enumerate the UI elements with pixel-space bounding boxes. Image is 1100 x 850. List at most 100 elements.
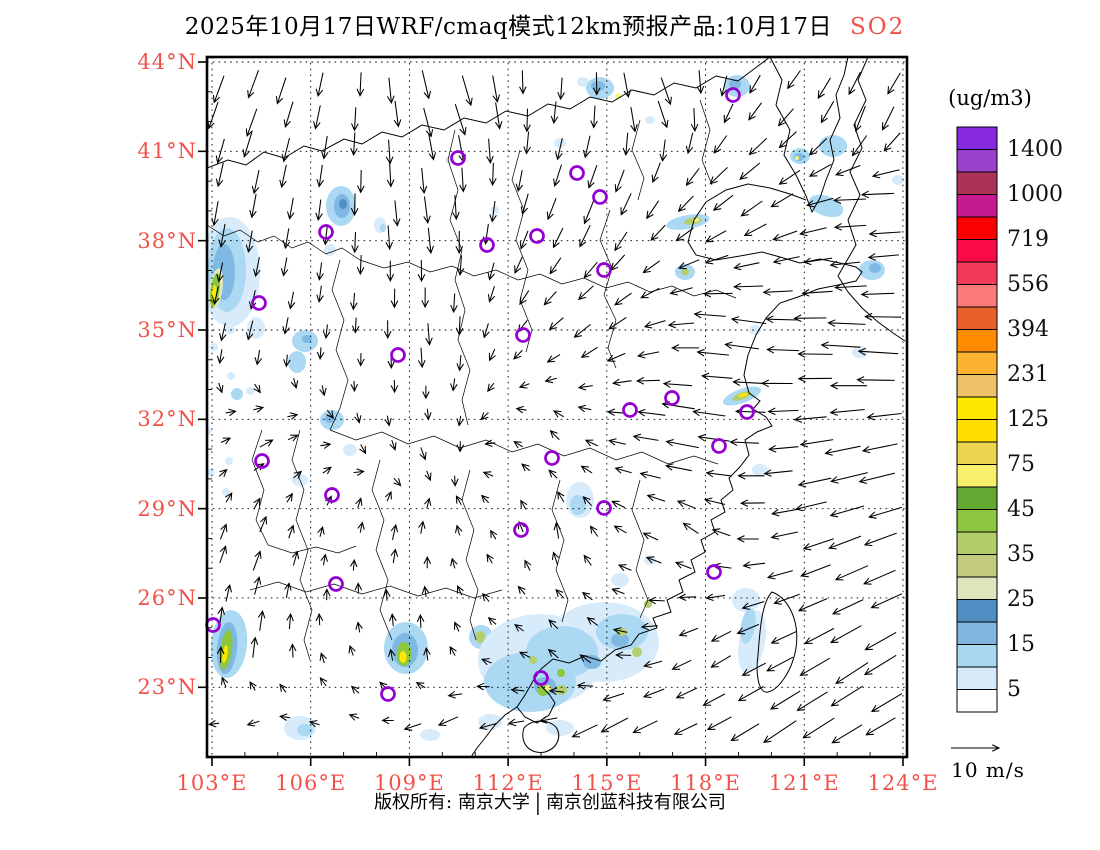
so2-patch xyxy=(570,495,586,515)
so2-patch xyxy=(343,444,357,456)
wind-arrow xyxy=(766,656,794,672)
wind-arrow xyxy=(423,647,431,661)
wind-arrow xyxy=(426,227,434,255)
wind-arrow xyxy=(348,713,360,721)
wind-arrow xyxy=(610,254,626,271)
wind-arrow xyxy=(351,317,360,334)
wind-arrow xyxy=(767,407,799,416)
wind-arrow xyxy=(622,132,631,156)
wind-arrow xyxy=(519,290,530,306)
lon-axis-label: 109°E xyxy=(373,771,445,795)
wind-arrow xyxy=(702,693,726,706)
wind-arrow xyxy=(710,630,732,642)
wind-arrow xyxy=(356,72,365,97)
wind-arrow xyxy=(316,347,325,360)
colorbar-cell xyxy=(956,621,998,645)
wind-arrow xyxy=(546,197,557,221)
wind-arrow xyxy=(320,553,329,566)
wind-arrow xyxy=(492,75,501,103)
wind-arrow xyxy=(553,164,563,188)
wind-arrow xyxy=(250,636,259,658)
so2-patch xyxy=(577,77,589,87)
wind-arrow xyxy=(606,408,626,417)
colorbar xyxy=(956,126,998,713)
wind-arrow xyxy=(777,108,794,127)
wind-arrow xyxy=(796,691,828,712)
colorbar-value-label: 1400 xyxy=(1007,136,1063,162)
wind-arrow xyxy=(317,525,325,537)
station-marker xyxy=(592,189,608,205)
colorbar-cell xyxy=(956,126,998,150)
wind-arrow xyxy=(662,380,693,388)
wind-arrow xyxy=(606,352,626,362)
wind-arrow xyxy=(623,72,632,99)
title-text: 2025年10月17日WRF/cmaq模式12km预报产品:10月17日 xyxy=(184,14,832,40)
so2-patch xyxy=(339,199,347,209)
copyright-footer: 版权所有: 南京大学 | 南京创蓝科技有限公司 xyxy=(0,788,1100,815)
wind-arrow xyxy=(613,525,627,534)
colorbar-cell xyxy=(956,599,998,623)
wind-arrow xyxy=(450,557,458,569)
wind-arrow xyxy=(824,445,861,456)
wind-arrow xyxy=(797,374,832,383)
wind-arrow xyxy=(455,230,464,255)
wind-arrow xyxy=(544,375,557,384)
wind-arrow xyxy=(857,347,899,356)
wind-arrow xyxy=(719,75,728,97)
province-border xyxy=(631,479,649,619)
wind-arrow xyxy=(384,490,392,502)
wind-arrow xyxy=(219,545,228,564)
wind-arrow xyxy=(322,224,330,246)
wind-arrow xyxy=(249,680,257,691)
wind-arrow xyxy=(685,132,694,155)
so2-patch xyxy=(399,651,407,663)
wind-arrow xyxy=(828,535,862,550)
wind-arrow xyxy=(748,138,768,156)
wind-arrow xyxy=(417,347,426,369)
wind-arrow xyxy=(632,433,659,442)
wind-arrow xyxy=(293,470,303,479)
wind-arrow xyxy=(768,444,799,453)
station-marker xyxy=(513,522,529,538)
wind-arrow xyxy=(733,262,760,271)
station-marker xyxy=(318,224,334,240)
so2-patch xyxy=(247,317,265,339)
colorbar-value-label: 35 xyxy=(1007,541,1035,567)
wind-arrow xyxy=(513,440,523,449)
wind-arrow xyxy=(858,472,896,484)
wind-arrow xyxy=(388,613,397,627)
lat-axis-label: 29°N xyxy=(137,496,197,521)
coastline xyxy=(207,57,771,169)
wind-arrow xyxy=(487,617,497,625)
wind-arrow xyxy=(355,621,363,633)
wind-arrow xyxy=(696,70,705,95)
wind-arrow xyxy=(660,77,672,106)
wind-arrow xyxy=(615,651,632,659)
wind-arrow xyxy=(521,463,531,472)
wind-arrow xyxy=(611,500,626,509)
lat-axis-label: 35°N xyxy=(137,317,197,342)
wind-arrow xyxy=(657,100,669,129)
wind-arrow xyxy=(643,660,663,669)
wind-arrow xyxy=(281,137,291,163)
wind-arrow xyxy=(770,193,794,208)
wind-arrow xyxy=(808,138,828,156)
coastline xyxy=(470,706,518,757)
wind-arrow xyxy=(216,646,225,663)
colorbar-cell xyxy=(956,194,998,218)
wind-arrow xyxy=(797,598,828,612)
wind-arrow xyxy=(579,654,592,664)
wind-arrow xyxy=(384,415,392,427)
station-marker xyxy=(711,438,727,454)
wind-arrow xyxy=(770,531,798,540)
lat-axis-label: 38°N xyxy=(137,228,197,253)
wind-arrow xyxy=(548,687,565,696)
wind-arrow xyxy=(253,383,261,394)
station-marker xyxy=(725,87,741,103)
wind-arrow xyxy=(674,561,692,570)
wind-arrow xyxy=(802,538,834,551)
wind-arrow xyxy=(645,556,662,564)
colorbar-value-label: 394 xyxy=(1007,316,1049,342)
wind-arrow xyxy=(642,260,661,274)
colorbar-cell xyxy=(956,239,998,263)
